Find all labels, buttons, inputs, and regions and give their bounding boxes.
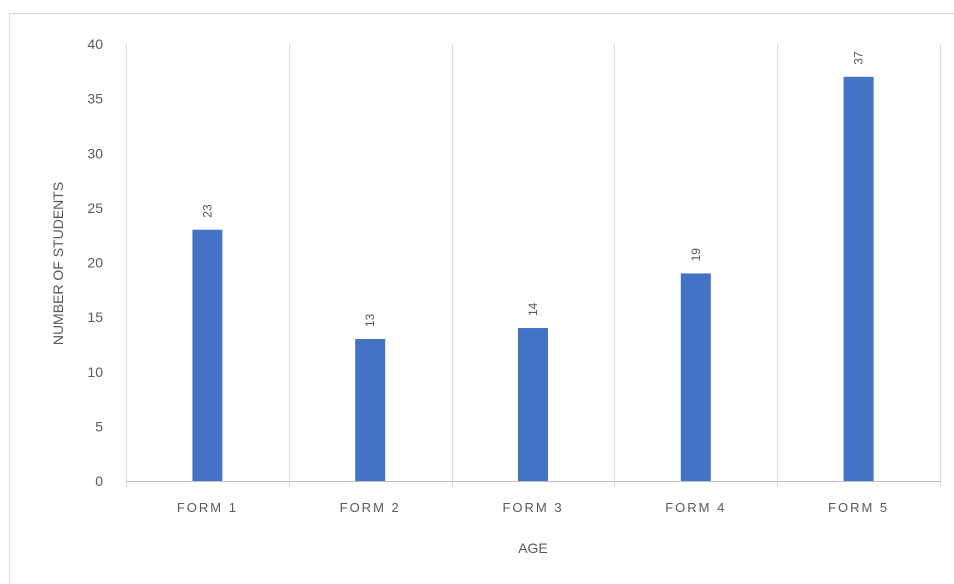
data-label: 14: [526, 302, 540, 316]
bar: [518, 328, 548, 481]
chart-frame: [9, 13, 954, 584]
y-tick-label: 40: [87, 36, 103, 52]
bars: [192, 76, 874, 482]
y-tick-label: 0: [95, 473, 103, 489]
bar: [355, 338, 386, 481]
y-axis-ticks: 0 5 10 15 20 25 30 35 40: [87, 36, 103, 489]
y-tick-label: 5: [95, 418, 103, 434]
x-tick-label: FORM 1: [177, 500, 238, 515]
data-label: 23: [200, 204, 214, 218]
data-labels: 23 13 14 19 37: [200, 51, 865, 327]
gridlines: [126, 44, 941, 487]
y-tick-label: 10: [87, 364, 103, 380]
x-tick-label: FORM 2: [340, 500, 401, 515]
x-tick-label: FORM 5: [828, 500, 889, 515]
data-label: 13: [363, 313, 377, 327]
x-tick-label: FORM 4: [665, 500, 726, 515]
bar: [843, 76, 874, 482]
y-tick-label: 35: [87, 91, 103, 107]
y-tick-label: 20: [87, 255, 103, 271]
y-axis-title: NUMBER OF STUDENTS: [50, 182, 66, 345]
x-tick-label: FORM 3: [502, 500, 563, 515]
x-axis-title: AGE: [518, 540, 548, 556]
y-tick-label: 25: [87, 200, 103, 216]
data-label: 19: [689, 248, 703, 262]
bar: [680, 273, 711, 481]
data-label: 37: [852, 51, 866, 65]
y-tick-label: 30: [87, 145, 103, 161]
y-tick-label: 15: [87, 309, 103, 325]
bar: [192, 229, 223, 481]
x-axis-ticks: FORM 1 FORM 2 FORM 3 FORM 4 FORM 5: [177, 500, 889, 515]
